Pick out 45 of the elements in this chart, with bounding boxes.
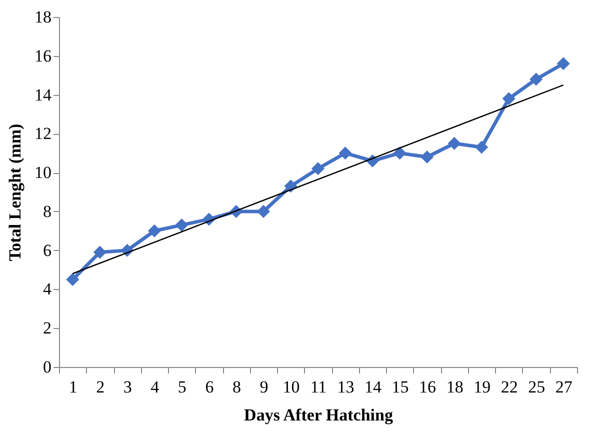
x-tick-label: 18 xyxy=(446,378,464,396)
x-tick-label: 1 xyxy=(68,378,78,396)
x-tick-label: 27 xyxy=(555,378,573,396)
x-tick-label: 2 xyxy=(96,378,105,396)
y-tick-label: 12 xyxy=(34,124,52,144)
point xyxy=(66,272,80,286)
y-tick-label: 14 xyxy=(34,85,52,104)
x-tick-label: 10 xyxy=(282,378,300,396)
point xyxy=(530,72,543,86)
x-tick-label: 19 xyxy=(474,378,491,396)
point xyxy=(448,136,461,150)
y-axis-title: Total Lenght (mm) xyxy=(6,124,24,262)
point xyxy=(311,162,325,176)
point xyxy=(556,57,570,70)
y-tick-label: 0 xyxy=(43,358,52,376)
x-tick-label: 14 xyxy=(364,378,382,396)
y-tick-label: 16 xyxy=(34,46,52,66)
x-tick-label: 4 xyxy=(150,378,160,396)
y-tick-label: 10 xyxy=(34,163,52,182)
point xyxy=(338,146,352,160)
point xyxy=(502,92,516,106)
y-tick-label: 18 xyxy=(34,8,52,26)
point xyxy=(148,224,161,238)
point xyxy=(175,218,188,232)
y-tick-label: 4 xyxy=(43,280,52,299)
x-tick-label: 9 xyxy=(260,378,268,396)
x-tick-label: 22 xyxy=(500,378,518,396)
point xyxy=(93,246,106,259)
x-tick-label: 13 xyxy=(337,378,354,396)
point xyxy=(420,150,434,164)
y-tick-label: 2 xyxy=(43,318,52,338)
y-tick-label: 8 xyxy=(43,202,52,221)
x-tick-label: 11 xyxy=(310,378,327,396)
point xyxy=(393,146,406,160)
x-tick-label: 6 xyxy=(205,378,214,396)
x-tick-label: 16 xyxy=(419,378,436,396)
x-tick-label: 25 xyxy=(528,378,546,396)
point xyxy=(475,140,488,154)
x-tick-label: 8 xyxy=(232,378,241,396)
x-tick-label: 5 xyxy=(178,378,186,396)
x-tick-label: 15 xyxy=(392,378,409,396)
x-tick-label: 3 xyxy=(123,378,132,396)
point xyxy=(256,204,270,218)
x-axis-title: Days After Hatching xyxy=(244,406,394,424)
y-tick-label: 6 xyxy=(43,240,52,260)
